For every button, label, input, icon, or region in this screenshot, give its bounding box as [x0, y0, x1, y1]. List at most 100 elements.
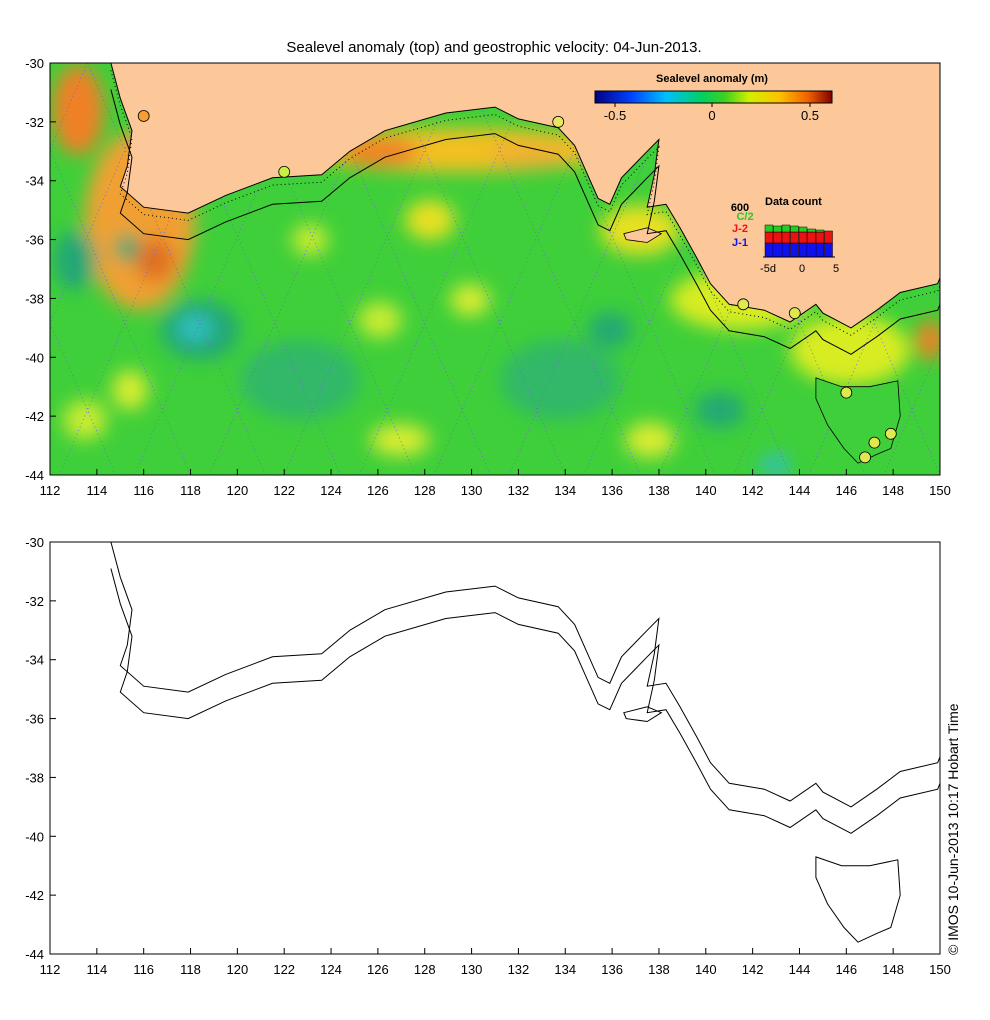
x-tick-label: 136: [601, 483, 623, 498]
data-count-bar: [807, 242, 816, 258]
x-tick-label: 142: [742, 483, 764, 498]
x-tick-label: 144: [789, 962, 811, 977]
x-tick-label: 128: [414, 962, 436, 977]
tide-gauge-marker: [868, 436, 881, 449]
bottom-axes: 112 114 116 118 120 122 124 126 128 130 132 134 136 1…: [25, 535, 951, 977]
data-count-bar: [815, 231, 825, 244]
series-label-j1: J-1: [732, 237, 748, 249]
data-count-bar: [764, 224, 774, 233]
altimeter-track: [386, 63, 566, 475]
x-tick-label: 136: [601, 962, 623, 977]
y-tick-label: -40: [25, 829, 44, 844]
data-count-bar: [824, 230, 833, 244]
altimeter-track: [461, 63, 641, 475]
x-tick-label: 124: [320, 483, 342, 498]
altimeter-track: [0, 63, 13, 475]
top-axes: 112 114 116 118 120 122 124 126 128 130 132 134 136 1…: [25, 56, 951, 498]
data-count-bar: [773, 231, 782, 244]
x-tick-label: 130: [461, 483, 483, 498]
colorbar-tick-label: -0.5: [604, 108, 626, 123]
data-count-axis-label: 5: [833, 263, 839, 275]
x-tick-label: 126: [367, 483, 389, 498]
coastline: [110, 542, 940, 808]
altimeter-track: [87, 63, 266, 475]
altimeter-track: [583, 63, 763, 475]
data-count-max: 600: [731, 202, 749, 214]
x-tick-label: 130: [461, 962, 483, 977]
x-tick-label: 132: [508, 483, 530, 498]
x-tick-label: 148: [882, 962, 904, 977]
y-tick-label: -40: [25, 350, 44, 365]
x-tick-label: 142: [742, 962, 764, 977]
x-tick-label: 134: [554, 483, 576, 498]
x-tick-label: 140: [695, 962, 717, 977]
tide-gauge-marker: [737, 298, 750, 311]
x-tick-label: 138: [648, 483, 670, 498]
x-tick-label: 134: [554, 962, 576, 977]
series-label-j2: J-2: [732, 223, 748, 235]
shelf-edge-dotted: [110, 70, 940, 336]
data-count-bar: [790, 242, 799, 258]
y-tick-label: -42: [25, 409, 44, 424]
land-mass: [110, 63, 940, 328]
x-tick-label: 128: [414, 483, 436, 498]
tide-gauge-marker: [552, 115, 565, 128]
data-count-inset: Data count 600 C/2 J-2 J-1 -5d 0 5: [731, 196, 839, 275]
tide-gauge-marker: [278, 165, 291, 178]
data-count-bar: [773, 225, 782, 233]
altimeter-track: [358, 63, 538, 475]
altimeter-track: [59, 63, 238, 475]
altimeter-track: [237, 63, 416, 475]
data-count-bar: [798, 226, 808, 233]
y-tick-label: -34: [25, 174, 44, 189]
data-count-bar: [790, 231, 799, 244]
data-count-bar: [807, 228, 816, 233]
x-tick-label: 118: [180, 962, 201, 977]
x-tick-label: 146: [835, 962, 857, 977]
data-count-bar: [781, 231, 791, 244]
data-count-bar: [790, 225, 799, 233]
x-tick-label: 114: [86, 483, 107, 498]
data-count-bar: [764, 231, 774, 244]
x-tick-label: 120: [227, 962, 249, 977]
anomaly-blobs: [52, 65, 940, 475]
y-tick-label: -32: [25, 594, 44, 609]
y-tick-label: -42: [25, 888, 44, 903]
data-count-bar: [798, 242, 808, 258]
x-tick-label: 126: [367, 962, 389, 977]
x-tick-label: 124: [320, 962, 342, 977]
data-count-axis-label: 0: [799, 263, 805, 275]
colorbar-label: Sealevel anomaly (m): [656, 73, 768, 85]
tide-gauge-marker: [884, 427, 897, 440]
x-tick-label: 116: [133, 962, 154, 977]
colorbar-tick-label: 0: [708, 108, 715, 123]
data-count-bar: [798, 231, 808, 244]
top-map: 112 114 116 118 120 122 124 126 128 130 132 134 136 1…: [0, 56, 951, 498]
x-tick-label: 122: [273, 962, 295, 977]
y-tick-label: -30: [25, 56, 44, 71]
colorbar-tick-label: 0.5: [801, 108, 819, 123]
kangaroo-island: [623, 227, 663, 243]
data-count-axis-label: -5d: [760, 263, 776, 275]
altimeter-track: [311, 63, 491, 475]
x-tick-label: 150: [929, 483, 951, 498]
x-tick-label: 116: [133, 483, 154, 498]
x-tick-label: 148: [882, 483, 904, 498]
data-count-bar: [773, 242, 782, 258]
altimeter-track: [208, 63, 388, 475]
tide-gauge-marker: [840, 386, 853, 399]
coastline: [110, 63, 940, 329]
tide-gauge-marker: [137, 110, 150, 122]
x-tick-label: 114: [86, 962, 107, 977]
bottom-map: 112 114 116 118 120 122 124 126 128 130 132 134 136 1…: [25, 535, 951, 977]
y-tick-label: -44: [25, 468, 44, 483]
y-tick-label: -38: [25, 291, 44, 306]
tide-gauge-marker: [788, 307, 801, 320]
altimeter-track: [162, 63, 341, 475]
shelf-contour: [110, 568, 940, 834]
y-tick-label: -44: [25, 947, 44, 962]
data-count-bar: [824, 242, 833, 258]
x-tick-label: 150: [929, 962, 951, 977]
altimeter-track: [133, 63, 313, 475]
